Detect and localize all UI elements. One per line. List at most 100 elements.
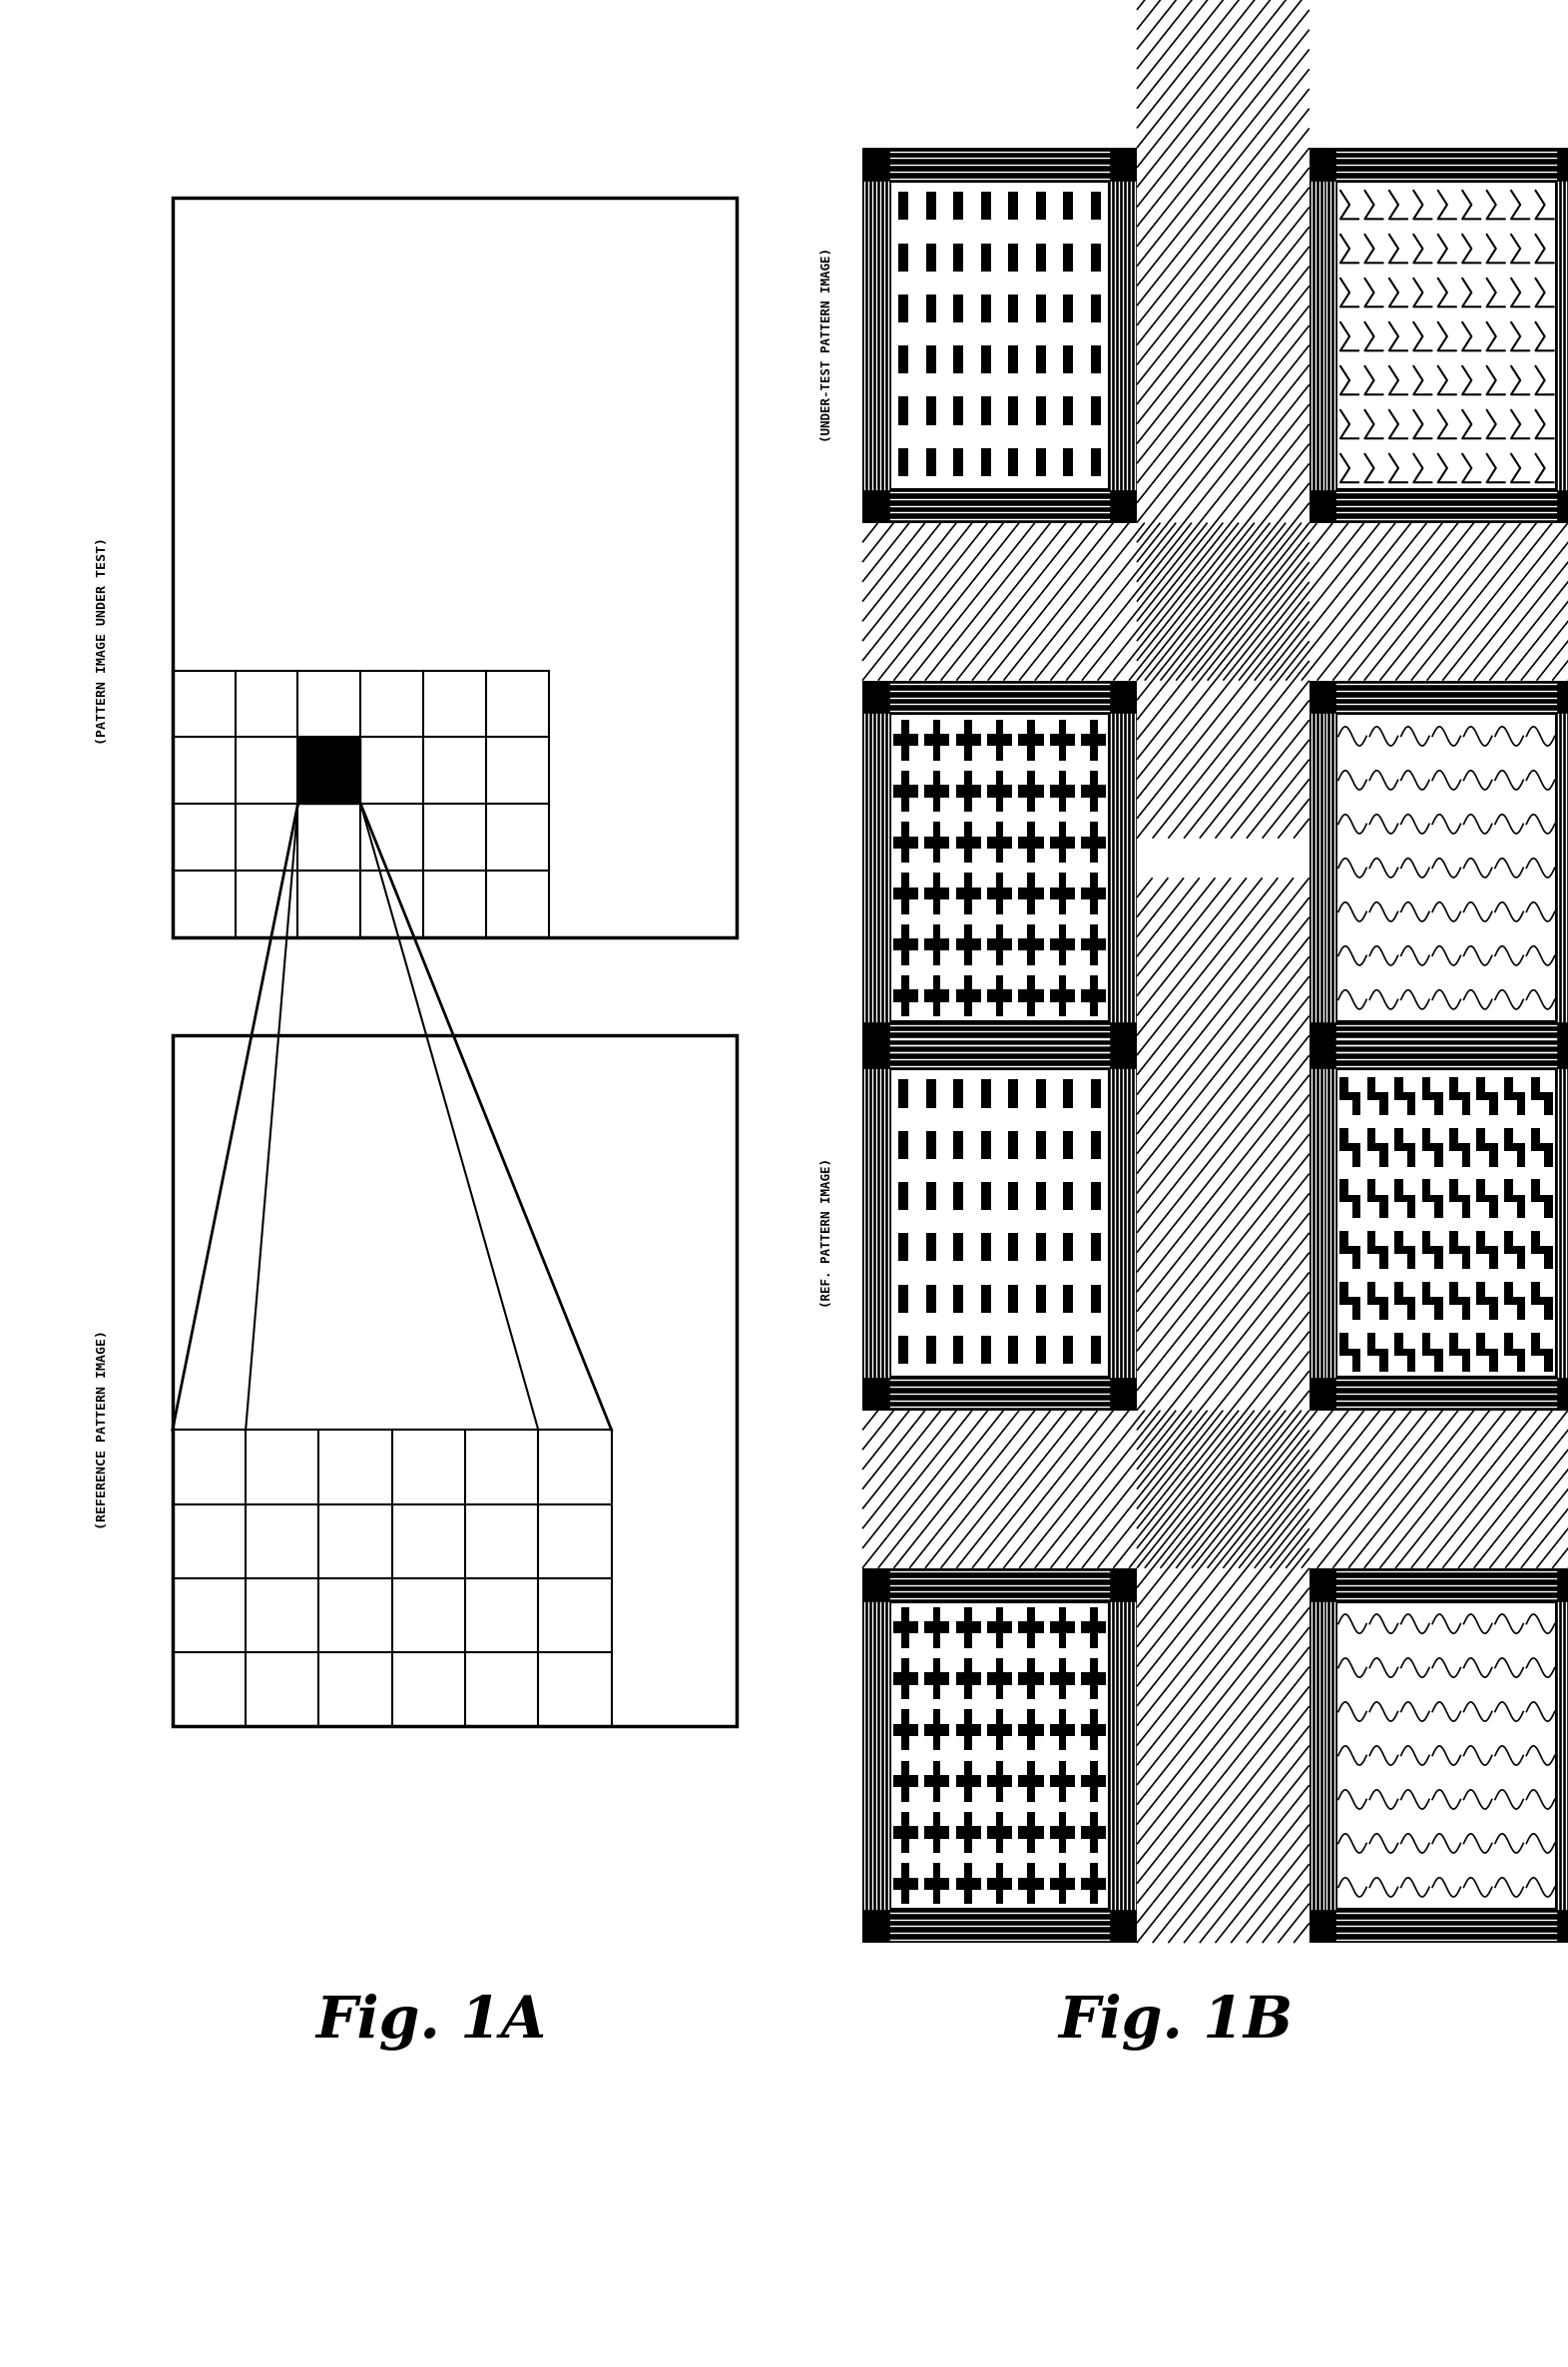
- Bar: [1027, 873, 1035, 914]
- Bar: [1036, 447, 1046, 476]
- Bar: [933, 1607, 941, 1647]
- Bar: [1091, 346, 1101, 374]
- Bar: [298, 736, 361, 805]
- Bar: [996, 923, 1004, 966]
- Bar: [1063, 447, 1073, 476]
- Bar: [933, 1761, 941, 1801]
- Bar: [996, 1659, 1004, 1700]
- Polygon shape: [1449, 1333, 1471, 1370]
- Polygon shape: [1367, 1077, 1388, 1115]
- Bar: [1051, 989, 1074, 1001]
- Bar: [982, 447, 991, 476]
- Bar: [891, 1070, 1110, 1378]
- Bar: [982, 1079, 991, 1108]
- Polygon shape: [1422, 1129, 1443, 1167]
- Bar: [1051, 888, 1074, 899]
- Bar: [964, 1761, 972, 1801]
- Bar: [1137, 0, 1309, 838]
- Bar: [1036, 1335, 1046, 1363]
- Bar: [1019, 1723, 1044, 1735]
- Bar: [1063, 1285, 1073, 1314]
- Bar: [1051, 1877, 1074, 1889]
- Bar: [1027, 1761, 1035, 1801]
- Bar: [898, 192, 908, 220]
- Polygon shape: [1339, 1129, 1361, 1167]
- Polygon shape: [1532, 1283, 1552, 1321]
- Bar: [953, 1233, 963, 1262]
- Bar: [1063, 346, 1073, 374]
- Text: Fig. 1A: Fig. 1A: [315, 1993, 547, 2050]
- Bar: [988, 1877, 1013, 1889]
- Bar: [1082, 786, 1105, 798]
- Bar: [891, 182, 1110, 490]
- Bar: [1336, 1602, 1555, 1910]
- Bar: [964, 1659, 972, 1700]
- Polygon shape: [1367, 1283, 1388, 1321]
- Bar: [988, 1827, 1013, 1839]
- Bar: [902, 821, 909, 864]
- Bar: [1036, 192, 1046, 220]
- Bar: [902, 1863, 909, 1903]
- Bar: [898, 398, 908, 426]
- Bar: [1036, 1079, 1046, 1108]
- Bar: [172, 196, 737, 937]
- Bar: [1090, 873, 1098, 914]
- Text: (REF. PATTERN IMAGE): (REF. PATTERN IMAGE): [820, 1157, 834, 1307]
- Text: Fig. 1B: Fig. 1B: [1058, 1993, 1294, 2050]
- Bar: [988, 1775, 1013, 1787]
- Bar: [1082, 734, 1105, 746]
- Bar: [988, 786, 1013, 798]
- Bar: [1091, 1285, 1101, 1314]
- Bar: [1091, 1079, 1101, 1108]
- Bar: [964, 975, 972, 1015]
- Bar: [1090, 1607, 1098, 1647]
- Polygon shape: [1339, 1231, 1361, 1269]
- Bar: [925, 1621, 949, 1633]
- Text: (PATTERN IMAGE UNDER TEST): (PATTERN IMAGE UNDER TEST): [96, 537, 108, 746]
- Bar: [996, 975, 1004, 1015]
- Bar: [1051, 734, 1074, 746]
- Bar: [1063, 1181, 1073, 1210]
- Bar: [925, 940, 949, 952]
- Bar: [1090, 923, 1098, 966]
- Polygon shape: [1339, 1179, 1361, 1219]
- Bar: [982, 1131, 991, 1160]
- Bar: [988, 1673, 1013, 1685]
- Bar: [891, 1602, 1110, 1910]
- Bar: [1008, 398, 1018, 426]
- Polygon shape: [1532, 1077, 1552, 1115]
- Bar: [1058, 975, 1066, 1015]
- Bar: [955, 1621, 982, 1633]
- Bar: [955, 940, 982, 952]
- Polygon shape: [1477, 1333, 1497, 1370]
- Bar: [964, 873, 972, 914]
- Bar: [1309, 1569, 1568, 1943]
- Bar: [894, 836, 919, 847]
- Bar: [964, 923, 972, 966]
- Bar: [927, 346, 936, 374]
- Bar: [902, 720, 909, 760]
- Polygon shape: [1532, 1231, 1552, 1269]
- Bar: [1058, 772, 1066, 812]
- Bar: [891, 715, 1110, 1023]
- Bar: [1051, 1723, 1074, 1735]
- Bar: [925, 1723, 949, 1735]
- Bar: [1051, 1673, 1074, 1685]
- Bar: [982, 294, 991, 322]
- Bar: [894, 940, 919, 952]
- Bar: [1058, 720, 1066, 760]
- Bar: [925, 1775, 949, 1787]
- Bar: [1309, 1037, 1568, 1411]
- Bar: [862, 147, 1137, 523]
- Bar: [862, 1037, 1137, 1411]
- Polygon shape: [1394, 1231, 1416, 1269]
- Bar: [1058, 923, 1066, 966]
- Bar: [953, 1181, 963, 1210]
- Polygon shape: [1394, 1077, 1416, 1115]
- Bar: [1082, 888, 1105, 899]
- Bar: [1082, 1775, 1105, 1787]
- Bar: [1027, 821, 1035, 864]
- Polygon shape: [1449, 1129, 1471, 1167]
- Bar: [1309, 147, 1568, 523]
- Bar: [953, 447, 963, 476]
